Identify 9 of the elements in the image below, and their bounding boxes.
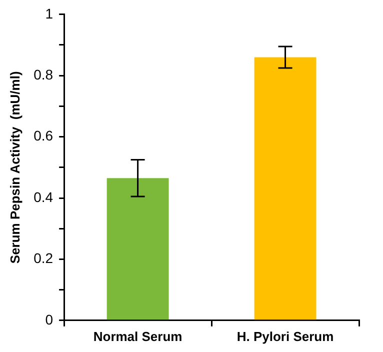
y-tick-label: 0.8 [34, 66, 54, 82]
y-tick-label: 0.2 [34, 250, 54, 266]
y-tick-label: 1 [45, 5, 54, 22]
x-tick-label: H. Pylori Serum [236, 328, 334, 344]
y-axis-title: Serum Pepsin Activity (mU/ml) [7, 71, 22, 264]
x-tick-label: Normal Serum [93, 328, 182, 344]
y-tick-label: 0 [45, 311, 54, 328]
y-tick-label: 0.4 [34, 188, 54, 205]
y-tick-label: 0.6 [34, 128, 54, 144]
